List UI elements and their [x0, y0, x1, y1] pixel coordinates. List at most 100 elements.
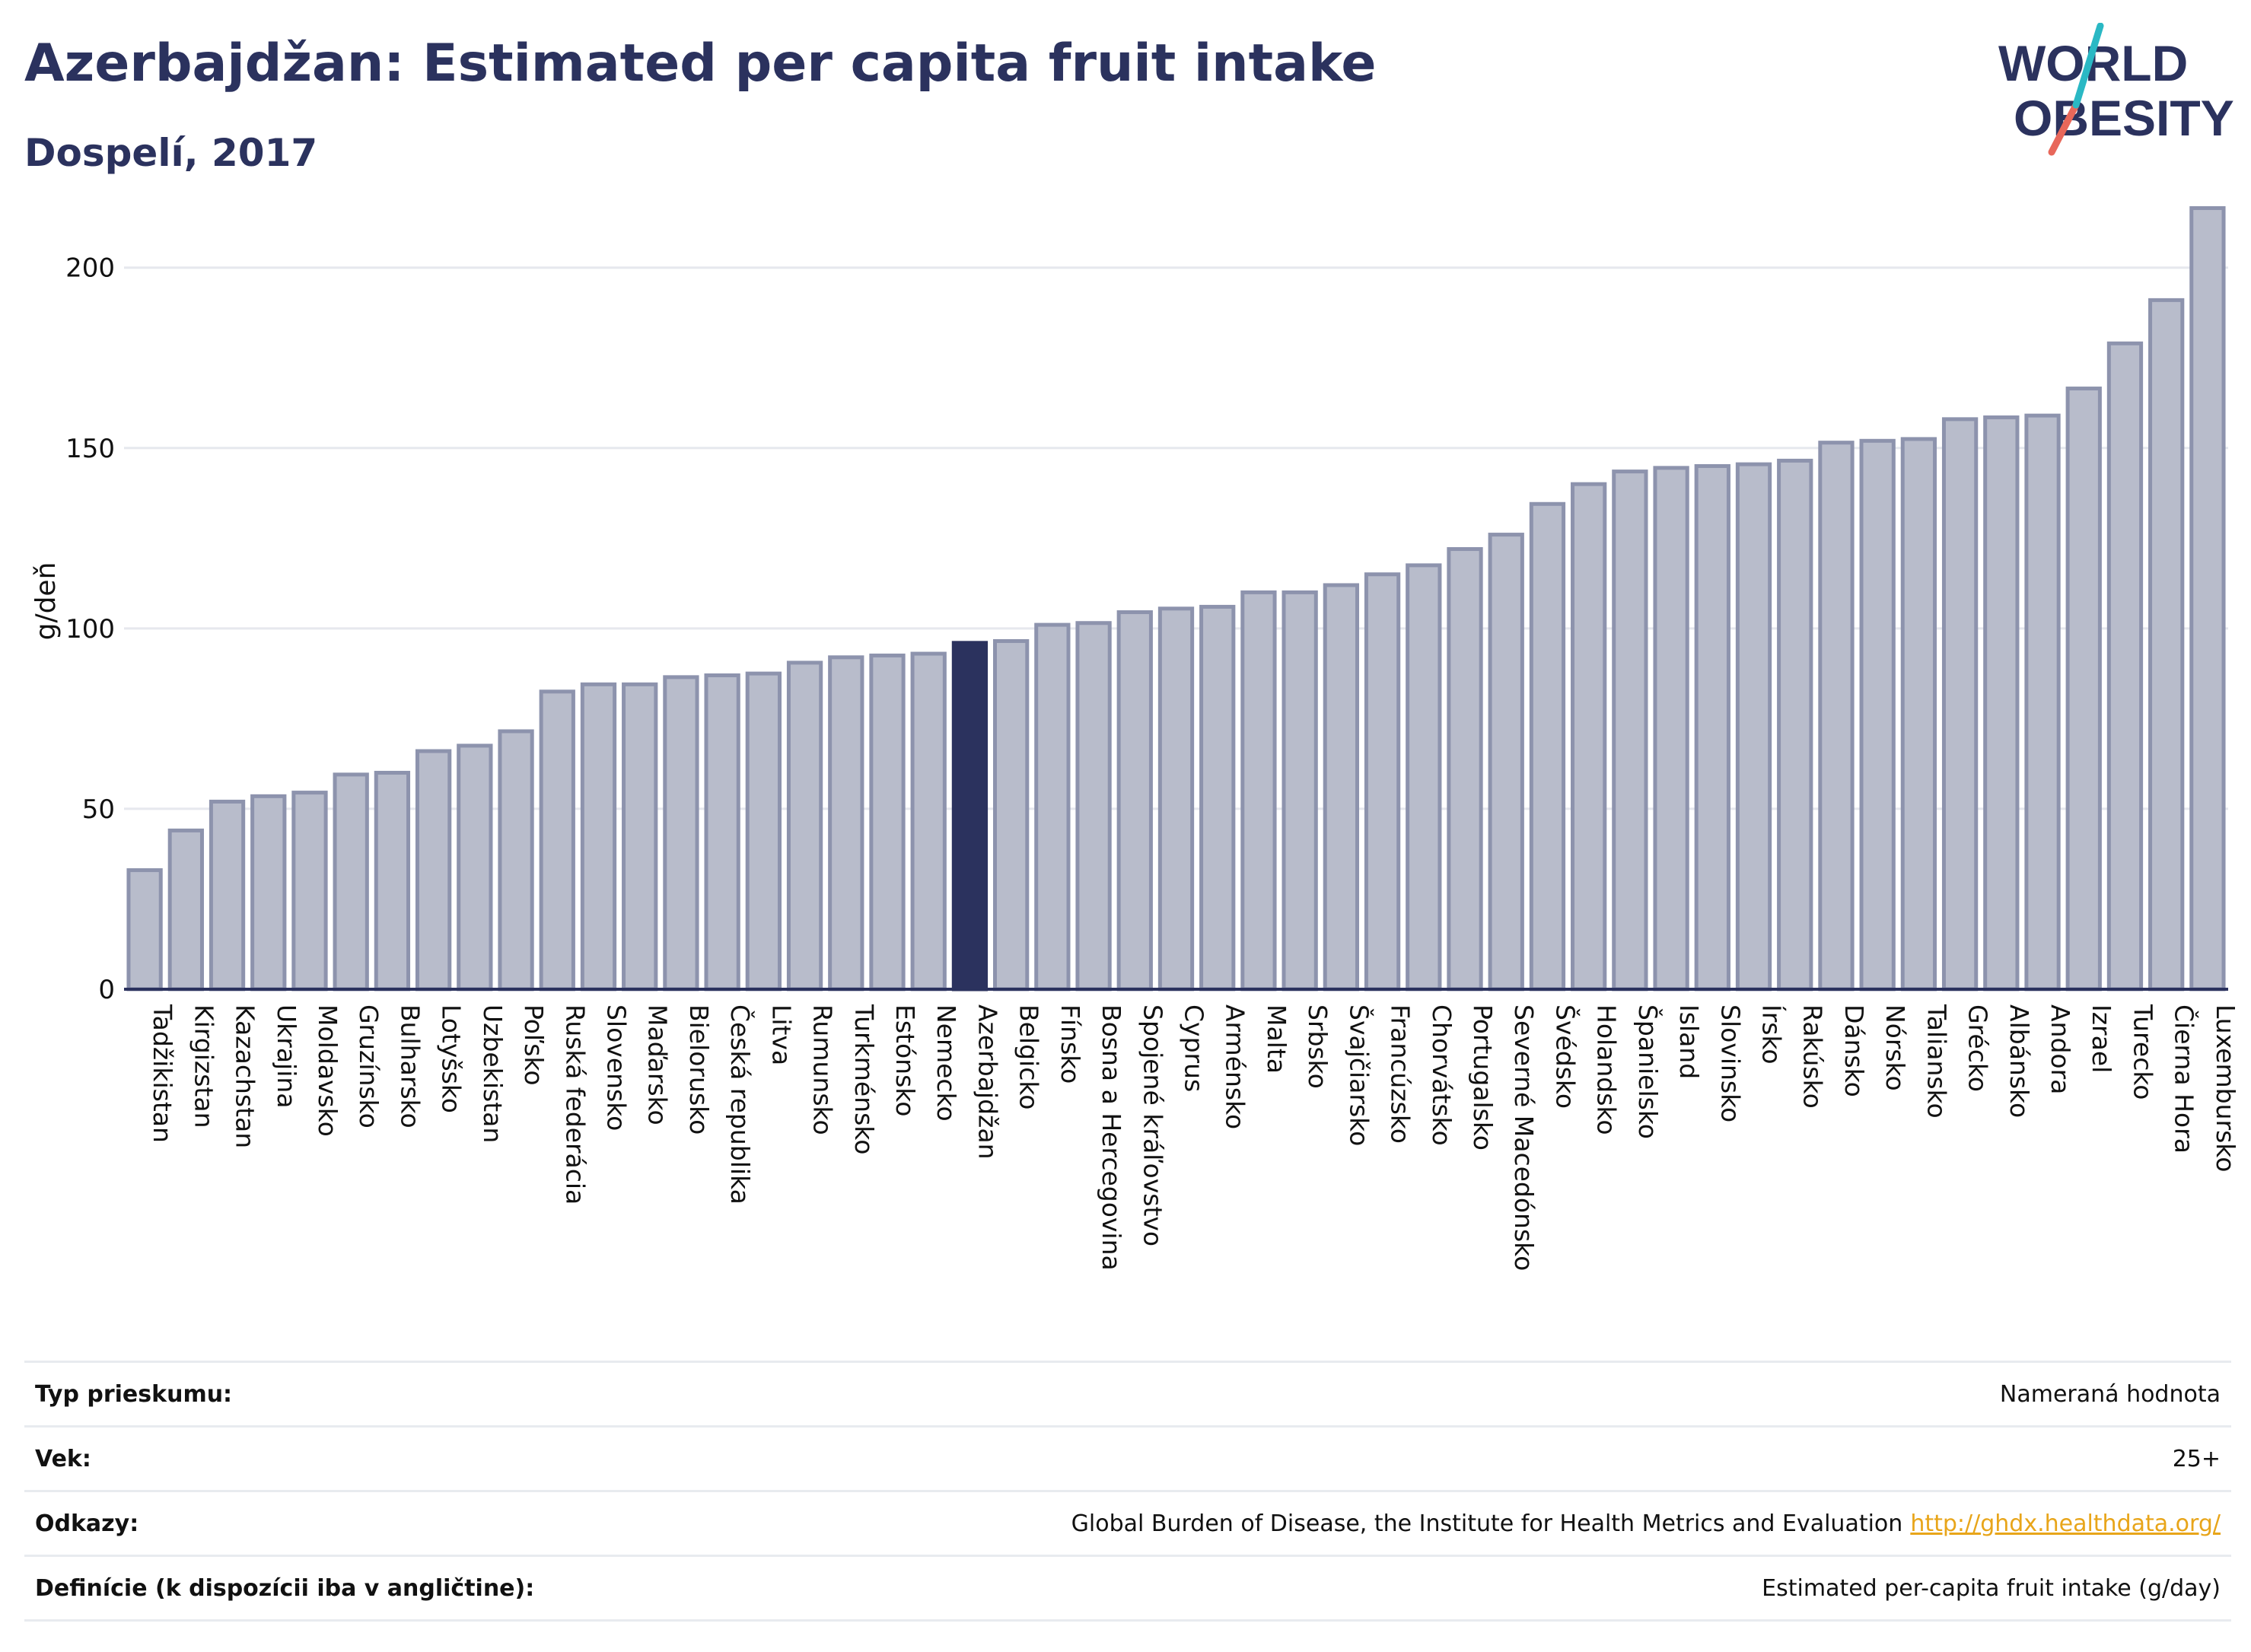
x-tick-label: Island	[1674, 1004, 1704, 1079]
info-value: 25+	[2173, 1446, 2231, 1472]
info-value: Global Burden of Disease, the Institute …	[1071, 1510, 2231, 1537]
bar-18	[869, 653, 906, 992]
x-tick-label: Tadžikistan	[148, 1004, 177, 1143]
x-tick-label: Švédsko	[1550, 1004, 1581, 1109]
bar-3	[250, 794, 287, 992]
x-tick-label: Írsko	[1757, 1004, 1788, 1065]
bar-39	[1735, 462, 1772, 992]
info-table: Typ prieskumu: Nameraná hodnota Vek: 25+ Odk…	[24, 1361, 2231, 1622]
info-label: Vek:	[35, 1445, 91, 1472]
bar-chart: 0 50 100 150 200 Tadžikistan Kirgizstan Kazach…	[30, 205, 2240, 1271]
bar-21	[992, 638, 1030, 992]
logo-slash-coral	[2048, 101, 2080, 156]
bar-16	[786, 660, 823, 992]
x-tick-label: Bulharsko	[395, 1004, 425, 1128]
info-label: Odkazy:	[35, 1510, 139, 1537]
bar-42	[1859, 438, 1896, 992]
y-tick-label: 150	[65, 434, 115, 464]
x-tick-label: Dánsko	[1839, 1004, 1869, 1097]
bar-33	[1488, 533, 1524, 992]
chart-subtitle: Dospelí, 2017	[24, 131, 318, 175]
x-tick-label: Malta	[1262, 1004, 1291, 1074]
chart-bars	[126, 205, 2226, 992]
x-tick-label: Andora	[2046, 1004, 2075, 1094]
x-tick-label: Srbsko	[1303, 1004, 1332, 1089]
x-tick-label: Holandsko	[1592, 1004, 1622, 1135]
bar-30	[1364, 572, 1401, 992]
bar-25	[1157, 606, 1195, 992]
world-obesity-logo: WORLD OBESITY	[1998, 23, 2234, 156]
x-tick-label: Ruská federácia	[560, 1004, 590, 1205]
bar-19	[910, 651, 947, 992]
x-tick-label: Poľsko	[519, 1004, 549, 1086]
x-tick-label: Severné Macedónsko	[1509, 1004, 1539, 1271]
info-value-text: Global Burden of Disease, the Institute …	[1071, 1510, 1903, 1537]
x-tick-label: Rakúsko	[1798, 1004, 1828, 1109]
x-tick-label: Azerbajdžan	[973, 1004, 1002, 1160]
bar-23	[1075, 621, 1112, 992]
x-tick-label: Kazachstan	[231, 1004, 260, 1148]
x-tick-label: Kirgizstan	[189, 1004, 218, 1128]
info-row: Vek: 25+	[24, 1425, 2231, 1490]
info-label: Typ prieskumu:	[35, 1380, 233, 1408]
info-value: Estimated per-capita fruit intake (g/day…	[1762, 1575, 2231, 1602]
bar-12	[622, 682, 658, 992]
x-tick-label: Maďarsko	[643, 1004, 673, 1125]
bar-13	[663, 675, 699, 992]
bar-20	[951, 641, 989, 992]
bar-35	[1571, 482, 1607, 992]
x-tick-label: Grécko	[1963, 1004, 1993, 1092]
x-tick-label: Turkménsko	[849, 1004, 879, 1154]
logo-line2: OBESITY	[2014, 90, 2234, 146]
x-tick-label: Lotyšsko	[437, 1004, 466, 1113]
y-tick-label: 100	[65, 614, 115, 645]
bar-45	[1983, 415, 2020, 992]
info-value: Nameraná hodnota	[2000, 1381, 2231, 1408]
x-tick-label: Slovinsko	[1715, 1004, 1745, 1122]
bar-24	[1116, 610, 1153, 992]
x-tick-label: Estónsko	[890, 1004, 920, 1116]
bar-29	[1323, 583, 1360, 992]
info-row: Definície (k dispozícii iba v angličtine…	[24, 1555, 2231, 1622]
x-axis-labels: Tadžikistan Kirgizstan Kazachstan Ukrajina M…	[148, 1004, 2240, 1271]
bar-36	[1612, 469, 1648, 992]
bar-34	[1529, 501, 1566, 992]
x-tick-label: Slovensko	[601, 1004, 631, 1131]
x-tick-label: Portugalsko	[1468, 1004, 1498, 1151]
info-row: Typ prieskumu: Nameraná hodnota	[24, 1361, 2231, 1425]
bar-49	[2148, 298, 2185, 992]
bar-8	[457, 743, 493, 992]
x-tick-label: Taliansko	[1921, 1004, 1951, 1119]
bar-0	[126, 868, 163, 992]
source-link[interactable]: http://ghdx.healthdata.org/	[1910, 1510, 2221, 1537]
y-tick-label: 50	[82, 794, 115, 825]
bar-32	[1447, 547, 1483, 992]
x-tick-label: Chorvátsko	[1427, 1004, 1457, 1146]
bar-6	[374, 771, 411, 992]
x-tick-label: Moldavsko	[313, 1004, 342, 1137]
x-tick-label: Litva	[766, 1004, 796, 1065]
x-tick-label: Izrael	[2087, 1004, 2116, 1073]
y-axis-ticks: 0 50 100 150 200	[65, 253, 115, 1005]
bar-27	[1240, 590, 1277, 992]
bar-28	[1282, 590, 1318, 992]
bar-26	[1199, 604, 1236, 992]
bar-10	[539, 689, 575, 992]
x-tick-label: Spojené kráľovstvo	[1138, 1004, 1167, 1246]
x-tick-label: Čierna Hora	[2170, 1004, 2200, 1154]
x-tick-label: Fínsko	[1055, 1004, 1085, 1084]
info-label: Definície (k dispozícii iba v angličtine…	[35, 1574, 535, 1602]
x-tick-label: Švajčiarsko	[1344, 1004, 1374, 1146]
y-axis-label: g/deň	[30, 562, 62, 641]
bar-7	[415, 749, 452, 992]
bar-4	[291, 791, 328, 992]
bar-22	[1034, 622, 1071, 992]
info-row: Odkazy: Global Burden of Disease, the Ins…	[24, 1490, 2231, 1555]
x-tick-label: Gruzínsko	[354, 1004, 384, 1128]
bar-17	[828, 655, 864, 992]
bar-41	[1818, 441, 1855, 992]
bar-31	[1406, 563, 1442, 992]
x-tick-label: Belgicko	[1014, 1004, 1044, 1110]
bar-48	[2106, 341, 2144, 992]
bar-15	[745, 671, 782, 992]
